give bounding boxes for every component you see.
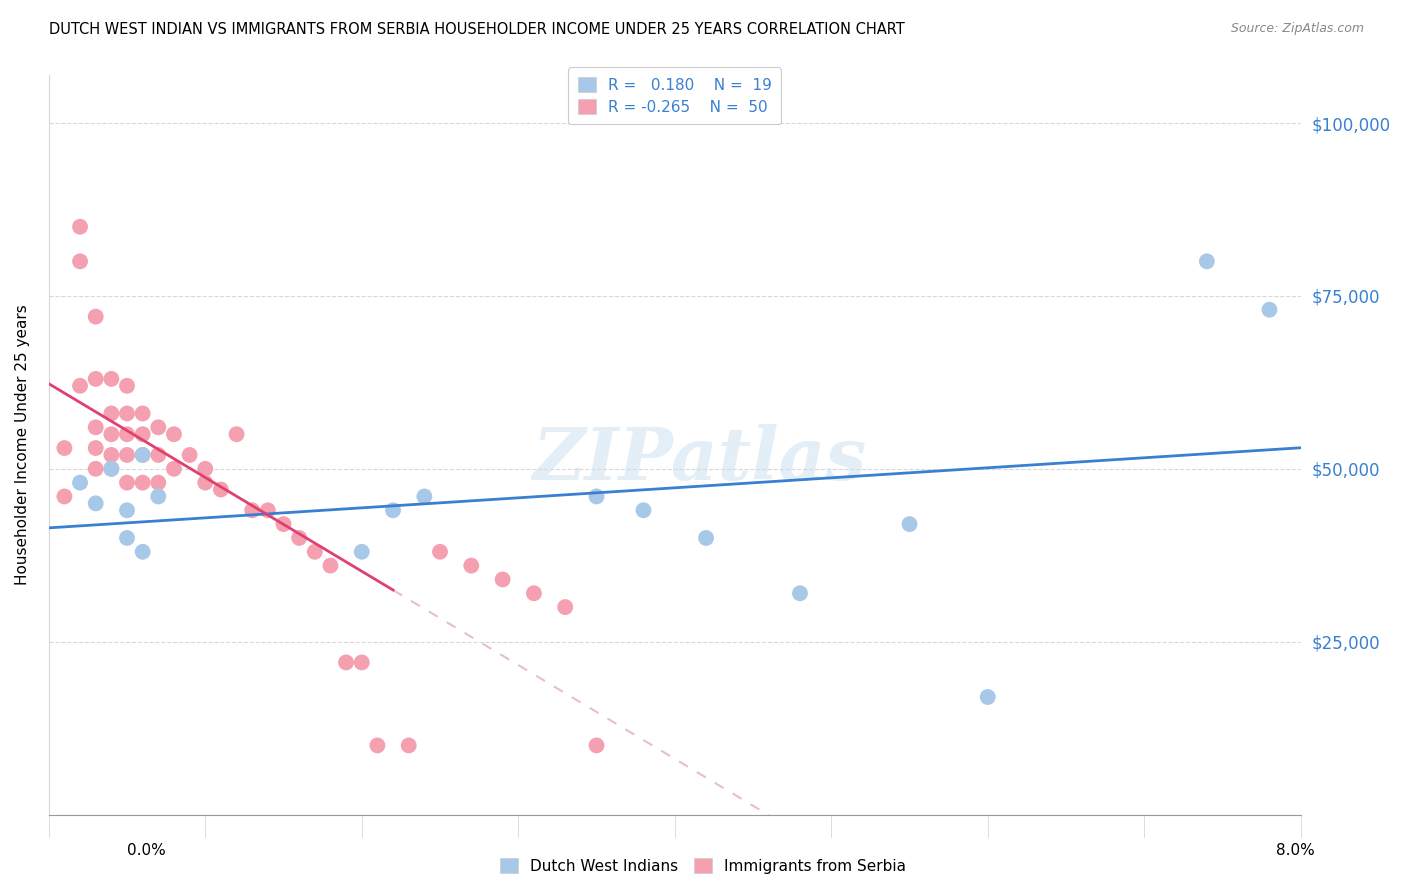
Text: 0.0%: 0.0% — [127, 843, 166, 858]
Point — [115, 531, 138, 545]
Point — [977, 690, 1000, 704]
Point — [194, 475, 217, 490]
Point — [148, 420, 170, 434]
Point — [69, 379, 91, 393]
Point — [100, 407, 122, 421]
Point — [225, 427, 247, 442]
Point — [115, 475, 138, 490]
Point — [131, 407, 153, 421]
Point — [523, 586, 546, 600]
Point — [304, 545, 326, 559]
Point — [460, 558, 482, 573]
Point — [429, 545, 451, 559]
Point — [1258, 302, 1281, 317]
Point — [585, 739, 607, 753]
Point — [554, 600, 576, 615]
Point — [115, 379, 138, 393]
Point — [413, 490, 436, 504]
Text: DUTCH WEST INDIAN VS IMMIGRANTS FROM SERBIA HOUSEHOLDER INCOME UNDER 25 YEARS CO: DUTCH WEST INDIAN VS IMMIGRANTS FROM SER… — [49, 22, 905, 37]
Legend: Dutch West Indians, Immigrants from Serbia: Dutch West Indians, Immigrants from Serb… — [494, 852, 912, 880]
Text: ZIPatlas: ZIPatlas — [533, 424, 868, 495]
Point — [350, 656, 373, 670]
Point — [335, 656, 357, 670]
Point — [69, 475, 91, 490]
Point — [84, 441, 107, 455]
Point — [100, 427, 122, 442]
Point — [100, 462, 122, 476]
Point — [179, 448, 201, 462]
Text: Source: ZipAtlas.com: Source: ZipAtlas.com — [1230, 22, 1364, 36]
Point — [1195, 254, 1218, 268]
Point — [695, 531, 717, 545]
Point — [131, 545, 153, 559]
Point — [209, 483, 232, 497]
Point — [163, 462, 186, 476]
Point — [163, 427, 186, 442]
Point — [382, 503, 405, 517]
Legend: R =   0.180    N =  19, R = -0.265    N =  50: R = 0.180 N = 19, R = -0.265 N = 50 — [568, 68, 782, 124]
Point — [69, 254, 91, 268]
Point — [273, 517, 295, 532]
Point — [131, 427, 153, 442]
Point — [398, 739, 420, 753]
Point — [131, 448, 153, 462]
Point — [319, 558, 342, 573]
Point — [257, 503, 280, 517]
Point — [633, 503, 655, 517]
Point — [100, 448, 122, 462]
Point — [131, 448, 153, 462]
Point — [84, 420, 107, 434]
Point — [115, 448, 138, 462]
Point — [69, 219, 91, 234]
Point — [84, 310, 107, 324]
Point — [491, 573, 513, 587]
Point — [100, 462, 122, 476]
Point — [350, 545, 373, 559]
Point — [53, 490, 76, 504]
Point — [148, 475, 170, 490]
Point — [131, 475, 153, 490]
Point — [84, 462, 107, 476]
Point — [585, 490, 607, 504]
Point — [84, 372, 107, 386]
Point — [898, 517, 921, 532]
Point — [194, 462, 217, 476]
Point — [100, 372, 122, 386]
Point — [115, 503, 138, 517]
Point — [53, 441, 76, 455]
Point — [789, 586, 811, 600]
Point — [115, 407, 138, 421]
Point — [288, 531, 311, 545]
Point — [148, 448, 170, 462]
Point — [240, 503, 263, 517]
Text: 8.0%: 8.0% — [1275, 843, 1315, 858]
Point — [84, 496, 107, 510]
Y-axis label: Householder Income Under 25 years: Householder Income Under 25 years — [15, 304, 30, 585]
Point — [148, 490, 170, 504]
Point — [115, 427, 138, 442]
Point — [366, 739, 388, 753]
